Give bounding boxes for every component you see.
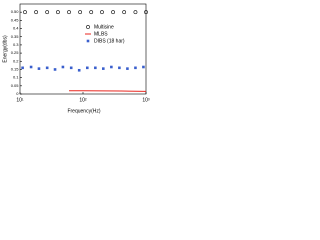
point xyxy=(111,10,115,15)
point xyxy=(85,66,89,70)
series-line xyxy=(69,90,147,92)
x-tick-label: 10³ xyxy=(142,97,150,103)
x-tick-label: 10² xyxy=(79,97,87,103)
point xyxy=(94,66,97,70)
y-tick-label: 0.15 xyxy=(11,67,20,72)
y-axis-label: Energy(dbs) xyxy=(2,35,8,63)
point xyxy=(133,10,138,15)
x-axis-label: Frequency(Hz) xyxy=(67,108,100,114)
x-tick-label: 10¹ xyxy=(16,97,24,103)
point xyxy=(53,68,57,71)
point xyxy=(29,65,33,69)
point xyxy=(23,10,27,15)
legend-label: DIBS (18 har) xyxy=(94,38,125,44)
point xyxy=(56,10,60,15)
point xyxy=(100,10,104,15)
y-tick-label: 0.4 xyxy=(13,26,19,31)
legend-swatch xyxy=(86,39,90,43)
point xyxy=(67,10,71,15)
y-tick-label: 0.3 xyxy=(13,42,19,47)
point xyxy=(144,10,148,15)
y-tick-label: 0 xyxy=(16,91,19,96)
y-tick-label: 0.25 xyxy=(11,50,20,55)
point xyxy=(45,10,50,15)
legend-label: MLBS xyxy=(94,31,108,37)
point xyxy=(134,66,137,70)
legend-swatch xyxy=(86,25,90,29)
point xyxy=(61,65,65,69)
plot-frame xyxy=(19,3,147,95)
point xyxy=(69,66,73,70)
point xyxy=(78,10,83,15)
y-tick-label: 0.2 xyxy=(13,58,19,63)
y-tick-label: 0.1 xyxy=(13,75,19,80)
point xyxy=(21,66,24,70)
y-tick-label: 0.50 xyxy=(11,9,20,14)
point xyxy=(45,66,49,70)
y-tick-label: 0.45 xyxy=(11,17,20,22)
y-tick-label: 0.05 xyxy=(11,83,20,88)
point xyxy=(77,68,81,72)
chart: Frequency(Hz) Energy(dbs) 0 0.05 0.1 0.15 0.… xyxy=(2,3,150,114)
point xyxy=(101,67,105,70)
y-tick-label: 0.35 xyxy=(11,34,20,39)
point xyxy=(126,67,129,70)
point xyxy=(142,65,145,69)
legend-label: Multisine xyxy=(94,24,114,30)
point xyxy=(110,65,113,69)
point xyxy=(34,10,38,15)
point xyxy=(89,10,94,15)
point xyxy=(118,66,121,70)
point xyxy=(37,67,41,70)
point xyxy=(122,10,127,15)
